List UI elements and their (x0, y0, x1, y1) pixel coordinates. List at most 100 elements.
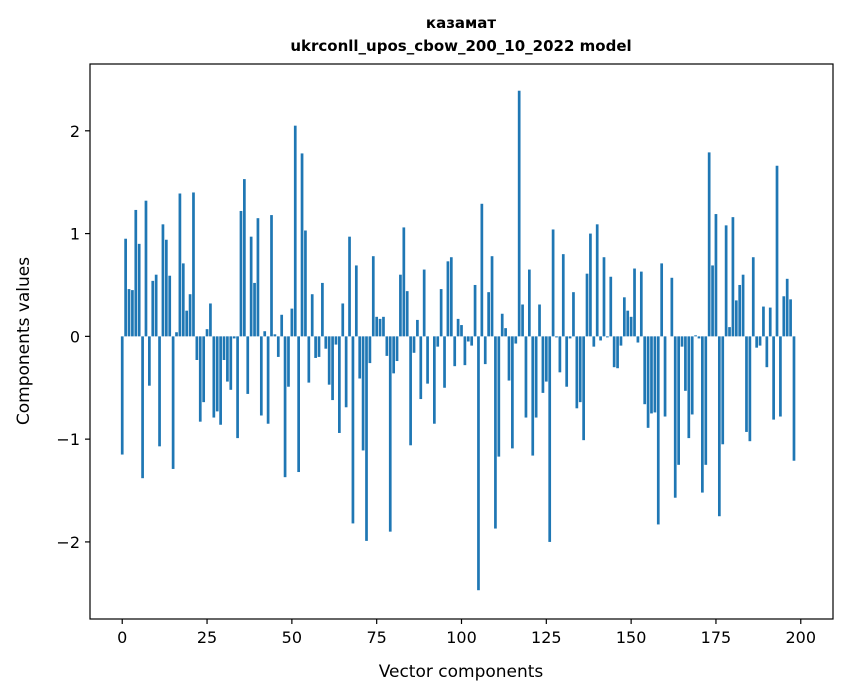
bar (246, 336, 250, 394)
bar (419, 336, 423, 400)
bar (565, 336, 569, 387)
bar (538, 304, 541, 337)
bar (741, 274, 745, 337)
bar (239, 210, 243, 337)
bar (646, 336, 650, 428)
bar (236, 336, 239, 439)
x-tick-label: 125 (531, 628, 562, 647)
bar (409, 336, 412, 446)
bar (622, 297, 626, 337)
bar (460, 325, 463, 337)
bar (439, 289, 443, 337)
bar (497, 336, 501, 457)
bar (154, 274, 158, 337)
bar (619, 336, 623, 346)
bar (249, 236, 253, 337)
bar (148, 336, 151, 386)
bar (304, 230, 307, 337)
bar (694, 335, 697, 337)
x-tick-label: 200 (785, 628, 816, 647)
bar (765, 336, 769, 368)
bar (602, 257, 606, 337)
bar (531, 336, 535, 456)
bar (192, 192, 195, 337)
bar (331, 336, 334, 401)
bar (762, 306, 765, 337)
bar (534, 336, 538, 418)
bar (555, 336, 558, 338)
bar (714, 214, 718, 337)
bar (544, 336, 548, 382)
bar (626, 310, 630, 337)
bar (171, 336, 175, 469)
bar (443, 336, 446, 388)
bar (178, 193, 182, 337)
bar (164, 239, 168, 337)
bar (263, 331, 267, 337)
y-axis-ticks: −2 −1 0 1 2 (56, 122, 90, 552)
bar (507, 336, 511, 381)
bar (334, 336, 338, 345)
chart-title-line-1: казамат (426, 14, 497, 32)
bar (256, 218, 260, 337)
bar (775, 165, 779, 337)
bar (270, 215, 273, 337)
bar (785, 278, 789, 337)
bar (521, 304, 524, 337)
bar (650, 336, 653, 414)
bar (399, 274, 402, 337)
bar (612, 336, 616, 368)
bar (772, 336, 775, 420)
bar (324, 336, 328, 349)
bar (738, 284, 742, 337)
bar (561, 254, 565, 337)
bar (310, 294, 314, 337)
bar (276, 336, 280, 357)
bar (293, 125, 297, 337)
bar (202, 336, 206, 403)
bar (327, 336, 331, 385)
bar (416, 319, 419, 337)
bar (137, 243, 141, 337)
bars-group (120, 90, 796, 591)
bar (385, 336, 389, 356)
x-tick-label: 0 (117, 628, 127, 647)
bar (463, 336, 467, 366)
bar (314, 336, 317, 358)
bar (297, 336, 300, 473)
bar (745, 336, 748, 432)
bar (477, 336, 480, 591)
bar (168, 275, 172, 337)
bar (371, 256, 375, 337)
y-tick-label: 0 (70, 327, 80, 346)
bar (124, 238, 127, 337)
bar (259, 336, 263, 416)
bar (144, 200, 148, 337)
bar (517, 90, 521, 337)
bar (487, 292, 490, 337)
bar (551, 229, 555, 337)
bar (422, 269, 426, 337)
bar (789, 299, 792, 337)
bar (344, 336, 348, 408)
y-tick-label: −2 (56, 533, 80, 552)
bar (609, 276, 613, 337)
bar (205, 329, 209, 337)
bar (226, 336, 229, 382)
bar (266, 336, 270, 424)
bar (697, 336, 701, 339)
bar (158, 336, 161, 447)
bar (490, 256, 494, 337)
bar (606, 336, 609, 338)
x-axis-label: Vector components (379, 662, 544, 682)
x-tick-label: 175 (701, 628, 732, 647)
bar (748, 336, 752, 442)
bar (453, 336, 457, 367)
bar (175, 332, 178, 337)
bar (338, 336, 341, 433)
bar (209, 303, 212, 337)
bar (494, 336, 497, 529)
bar (388, 336, 392, 532)
bar (433, 336, 436, 424)
chart-title-line-2: ukrconll_upos_cbow_200_10_2022 model (290, 37, 631, 55)
